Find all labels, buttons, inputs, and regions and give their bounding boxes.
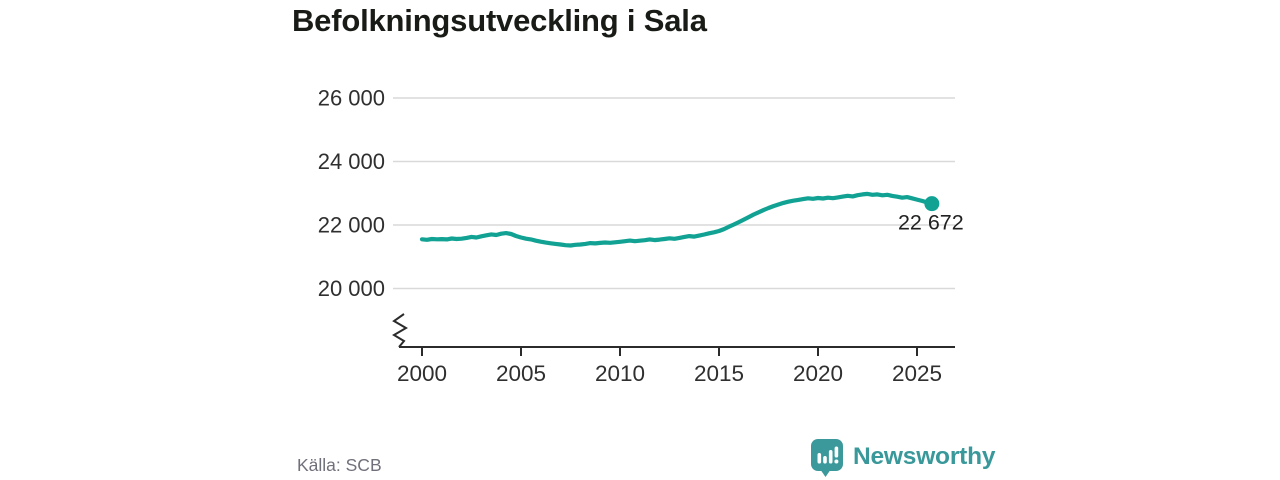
y-axis-label: 20 000 xyxy=(318,276,385,301)
chart-title: Befolkningsutveckling i Sala xyxy=(292,3,707,38)
x-axis-label: 2020 xyxy=(793,361,843,386)
x-axis-label: 2025 xyxy=(892,361,942,386)
x-axis-label: 2005 xyxy=(496,361,546,386)
line-end-dot xyxy=(924,196,940,212)
population-line xyxy=(419,191,935,248)
tick-layer: 2000 2005 2010 2015 2020 2025 xyxy=(397,347,942,386)
x-axis-label: 2015 xyxy=(694,361,744,386)
series-layer: 22 672 xyxy=(419,191,964,248)
x-axis-label: 2000 xyxy=(397,361,447,386)
y-axis-label: 24 000 xyxy=(318,149,385,174)
newsworthy-logo-icon xyxy=(811,438,843,477)
y-axis-label: 26 000 xyxy=(318,86,385,111)
y-axis-label: 22 000 xyxy=(318,213,385,238)
source-label: Källa: SCB xyxy=(297,455,382,475)
brand-logo: Newsworthy xyxy=(810,438,996,477)
x-axis xyxy=(392,313,955,348)
brand-name: Newsworthy xyxy=(853,443,996,470)
grid-layer: 26 000 24 000 22 000 20 000 xyxy=(318,86,955,301)
end-value-label: 22 672 xyxy=(898,211,964,235)
axis-break-icon xyxy=(392,313,408,348)
x-axis-label: 2010 xyxy=(595,361,645,386)
